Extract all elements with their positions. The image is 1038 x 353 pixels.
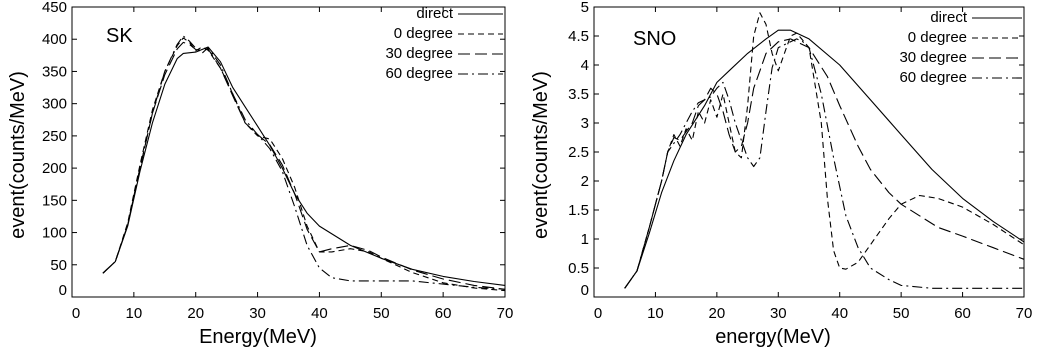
series-line-0-degree	[624, 12, 1025, 289]
y-tick-label: 1	[581, 231, 589, 248]
y-tick-label: 150	[42, 192, 67, 209]
x-tick-label: 20	[709, 305, 726, 322]
y-tick-label: 4.5	[568, 28, 589, 45]
x-tick-label: 0	[594, 305, 602, 322]
x-tick-label: 10	[126, 305, 143, 322]
x-tick-label: 20	[187, 305, 204, 322]
legend-label: direct	[930, 9, 968, 26]
series-line-60-degree	[624, 38, 1024, 289]
chart-panel-sk: 0 10 20 30 40 50 60 70 0 50 100 150 200 250 300 350 400 4…	[7, 0, 513, 348]
y-tick-label: 2.5	[568, 144, 589, 161]
chart-panel-sno: 0 10 20 30 40 50 60 70 0 0.5 1 1.5 2 2.5 3 3.5 4 4.5 5 dire…	[530, 0, 1032, 348]
y-tick-label: 50	[50, 257, 67, 274]
panel-label: SNO	[633, 28, 676, 50]
y-tick-label: 3.5	[568, 86, 589, 103]
y-tick-label: 5	[581, 0, 589, 16]
legend-label: 30 degree	[385, 45, 453, 62]
y-tick-label: 350	[42, 63, 67, 80]
y-tick-label: 250	[42, 128, 67, 145]
x-tick-label: 10	[647, 305, 664, 322]
series-line-direct	[624, 29, 1025, 289]
x-tick-label: 40	[311, 305, 328, 322]
legend-label: 30 degree	[899, 49, 967, 66]
legend-label: 0 degree	[394, 25, 453, 42]
y-tick-label: 0	[581, 282, 589, 299]
x-axis-title: energy(MeV)	[715, 326, 831, 348]
panel-label: SK	[106, 25, 133, 47]
y-tick-label: 1.5	[568, 202, 589, 219]
x-tick-label: 0	[72, 305, 80, 322]
y-tick-label: 2	[581, 173, 589, 190]
y-tick-label: 4	[581, 57, 589, 74]
legend-label: direct	[416, 5, 454, 22]
legend-label: 0 degree	[908, 29, 967, 46]
legend-label: 60 degree	[385, 65, 453, 82]
y-tick-label: 0	[59, 282, 67, 299]
y-tick-label: 3	[581, 115, 589, 132]
x-tick-label: 60	[435, 305, 452, 322]
x-axis-title: Energy(MeV)	[199, 326, 317, 348]
legend-label: 60 degree	[899, 69, 967, 86]
series-line-30-degree	[624, 38, 1025, 289]
x-tick-label: 70	[1016, 305, 1033, 322]
y-tick-label: 400	[42, 31, 67, 48]
x-tick-label: 60	[954, 305, 971, 322]
x-tick-label: 50	[893, 305, 910, 322]
y-tick-label: 200	[42, 160, 67, 177]
x-tick-label: 40	[831, 305, 848, 322]
y-tick-label: 100	[42, 225, 67, 242]
y-tick-label: 0.5	[568, 260, 589, 277]
series-line-30-degree	[102, 41, 506, 290]
y-tick-label: 300	[42, 96, 67, 113]
x-tick-label: 30	[249, 305, 266, 322]
x-tick-label: 70	[497, 305, 514, 322]
x-tick-label: 50	[373, 305, 390, 322]
series-line-60-degree	[102, 35, 506, 290]
series-line-direct	[102, 46, 506, 286]
y-axis-title: event(counts/MeV)	[530, 71, 552, 239]
y-axis-title: event(counts/MeV)	[7, 71, 29, 239]
y-tick-label: 450	[42, 0, 67, 16]
plot-frame	[71, 6, 506, 298]
x-tick-label: 30	[770, 305, 787, 322]
